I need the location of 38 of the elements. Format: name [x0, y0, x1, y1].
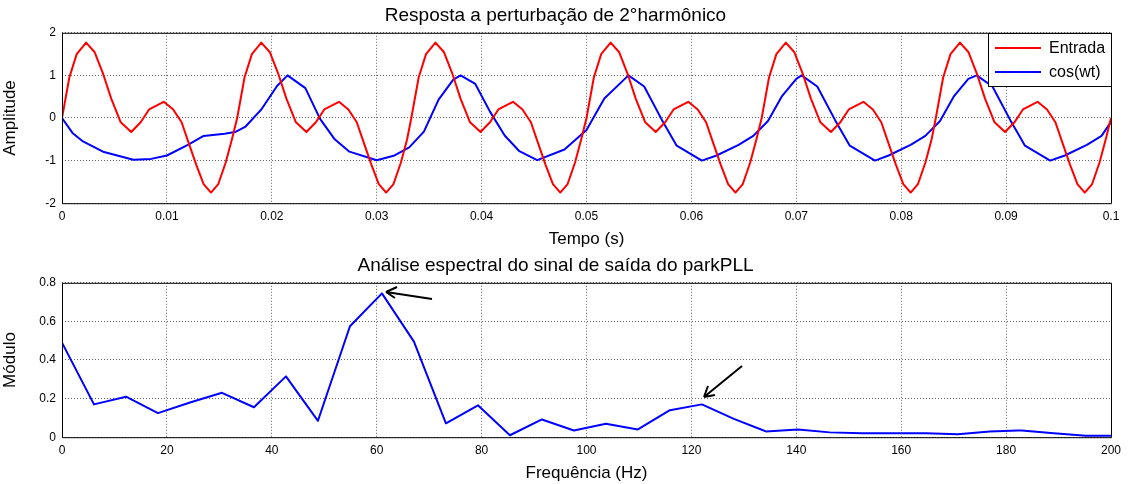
- x-tick-label: 0.02: [260, 208, 284, 223]
- y-tick-label: 1: [49, 67, 57, 82]
- y-tick-label: 0: [49, 429, 57, 444]
- y-tick-label: 0.8: [39, 275, 57, 290]
- x-axis-title: Frequência (Hz): [525, 463, 648, 483]
- x-tick-label: 0.06: [679, 208, 704, 223]
- x-tick-label: 0.1: [1102, 208, 1120, 223]
- y-tick-label: -1: [45, 152, 57, 167]
- y-tick-label: 0.4: [39, 352, 57, 367]
- x-tick-label: 0.05: [574, 208, 599, 223]
- y-tick-label: 0.6: [39, 313, 57, 328]
- legend-label: cos(wt): [1049, 62, 1101, 81]
- x-tick-label: 0.01: [155, 208, 179, 223]
- x-tick-label: 0.03: [365, 208, 389, 223]
- x-tick-label: 80: [474, 442, 489, 457]
- x-tick-label: 0.08: [889, 208, 914, 223]
- x-tick-label: 120: [681, 442, 702, 457]
- x-tick-label: 160: [891, 442, 912, 457]
- x-tick-label: 140: [786, 442, 807, 457]
- y-tick-label: 0.2: [39, 390, 57, 405]
- x-tick-label: 0.04: [469, 208, 494, 223]
- y-tick-label: 0: [49, 110, 57, 125]
- y-tick-label: 2: [49, 25, 57, 40]
- x-tick-label: 20: [160, 442, 174, 457]
- x-tick-label: 200: [1100, 442, 1122, 457]
- x-tick-label: 40: [265, 442, 279, 457]
- legend-label: Entrada: [1049, 38, 1106, 57]
- y-tick-label: -2: [45, 195, 57, 210]
- x-tick-label: 60: [370, 442, 384, 457]
- x-axis-title: Tempo (s): [548, 229, 625, 249]
- chart-title: Análise espectral do sinal de saída do parkPLL: [357, 253, 754, 275]
- x-tick-label: 100: [576, 442, 597, 457]
- y-axis-title: Módulo: [0, 332, 19, 388]
- y-axis-title: Amplitude: [0, 80, 19, 156]
- chart-title: Resposta a perturbação de 2°harmônico: [384, 3, 727, 25]
- x-tick-label: 0.09: [994, 208, 1019, 223]
- x-tick-label: 180: [996, 442, 1017, 457]
- x-tick-label: 0.07: [784, 208, 809, 223]
